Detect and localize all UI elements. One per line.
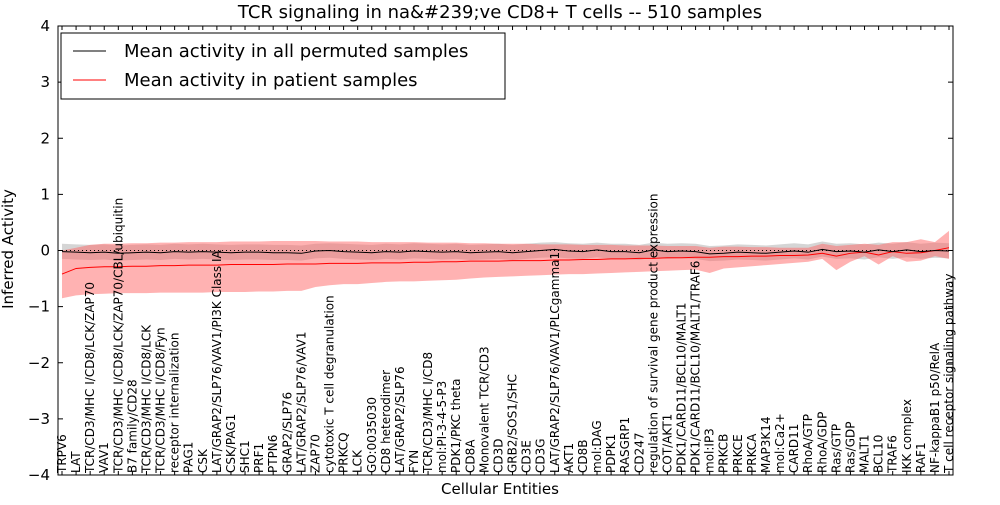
legend-label-patient: Mean activity in patient samples: [124, 70, 418, 91]
y-tick-label: 4: [40, 17, 50, 35]
x-category-label: PRF1: [252, 443, 266, 473]
x-category-label: Ras/GDP: [843, 422, 857, 474]
x-category-label: PRKCQ: [337, 432, 351, 473]
x-category-label: mol:IP3: [703, 428, 717, 473]
legend: Mean activity in all permuted samples Me…: [60, 32, 506, 100]
x-category-label: receptor internalization: [168, 333, 182, 473]
x-category-label: IKK complex: [900, 399, 914, 473]
x-category-label: MALT1: [858, 434, 872, 473]
x-category-label: TCR/CD3/MHC I/CD8: [421, 352, 435, 474]
x-category-label: RAF1: [914, 442, 928, 473]
x-category-label: NF-kappaB1 p50/RelA: [928, 342, 942, 473]
y-tick-label: −4: [28, 466, 50, 484]
x-category-label: TRPV6: [55, 434, 69, 474]
y-tick-label: 3: [40, 73, 50, 91]
x-category-label: GRAP2/SLP76: [280, 392, 294, 473]
x-category-label: T cell receptor signaling pathway: [942, 274, 956, 474]
x-category-label: SHC1: [238, 440, 252, 473]
x-category-label: CD3D: [491, 439, 505, 474]
x-category-label: RASGRP1: [618, 417, 632, 473]
x-category-label: VAV1: [97, 442, 111, 473]
y-tick-label: −3: [28, 410, 50, 428]
x-category-label: ZAP70: [308, 434, 322, 473]
x-category-label: PDK1/PKC theta: [449, 379, 463, 473]
x-category-label: FYN: [407, 450, 421, 473]
series-line-permuted: [61, 248, 950, 255]
x-category-label: regulation of survival gene product expr…: [646, 194, 660, 473]
x-category-label: CARD11: [787, 424, 801, 473]
x-category-label: CD8A: [463, 439, 477, 473]
x-category-label: CD247: [632, 432, 646, 473]
x-category-label: PRKCE: [731, 434, 745, 473]
x-category-label: LAT/GRAP2/SLP76/VAV1: [294, 332, 308, 473]
x-category-label: LAT: [69, 451, 83, 473]
x-category-label: TCR/CD3/MHC I/CD8/LCK/ZAP70: [83, 282, 97, 474]
x-category-label: LAT/GRAP2/SLP76/VAV1/PI3K Class IA: [210, 249, 224, 473]
x-category-label: CSK: [196, 448, 210, 473]
x-category-label: cytotoxic T cell degranulation: [323, 295, 337, 473]
x-category-label: CSK/PAG1: [224, 414, 238, 473]
chart-title: TCR signaling in na&#239;ve CD8+ T cells…: [237, 2, 762, 23]
x-category-label: PDK1/CARD11/BCL10/MALT1/TRAF6: [689, 261, 703, 473]
legend-box: [60, 32, 506, 100]
y-tick-label: −2: [28, 354, 50, 372]
y-tick-label: 1: [40, 185, 50, 203]
y-tick-label: 0: [40, 242, 50, 260]
x-category-label: PDK1/CARD11/BCL10/MALT1: [674, 303, 688, 473]
x-category-label: TCR/CD3/MHC I/CD8/LCK: [139, 324, 153, 474]
x-category-label: RhoA/GTP: [801, 414, 815, 473]
patient-band: [62, 230, 949, 299]
y-tick-label: −1: [28, 298, 50, 316]
x-category-label: B7 family/CD28: [125, 379, 139, 473]
series-line-patient: [61, 247, 950, 275]
x-category-label: PRKCA: [745, 433, 759, 473]
y-tick-label: 2: [40, 129, 50, 147]
x-category-label: RhoA/GDP: [815, 412, 829, 473]
y-axis-label: Inferred Activity: [0, 189, 17, 309]
x-category-label: CD8B: [576, 440, 590, 474]
x-category-label: CD3G: [534, 438, 548, 473]
x-category-label: MAP3K14: [759, 416, 773, 473]
x-axis-label: Cellular Entities: [441, 480, 559, 498]
x-category-label: mol:PI-3-4-5-P3: [435, 381, 449, 473]
x-category-label: BCL10: [872, 435, 886, 473]
x-category-label: Ras/GTP: [829, 424, 843, 473]
x-category-label: PRKCB: [717, 434, 731, 473]
x-category-label: PDPK1: [604, 434, 618, 473]
x-category-label: PTPN6: [266, 435, 280, 473]
x-category-label: GRB2/SOS1/SHC: [506, 374, 520, 473]
x-category-label: TCR/CD3/MHC I/CD8/LCK/ZAP70/CBL/ubiquiti…: [111, 198, 125, 474]
x-category-label: GO:0035030: [365, 397, 379, 473]
x-category-label: mol:DAG: [590, 420, 604, 473]
x-category-label: mol:Ca2+: [773, 413, 787, 473]
x-category-label: TCR/CD3/MHC I/CD8/Fyn: [154, 327, 168, 474]
x-category-label: CD8 heterodimer: [379, 370, 393, 473]
x-category-label: LAT/GRAP2/SLP76: [393, 366, 407, 473]
x-category-label: LAT/GRAP2/SLP76/VAV1/PLCgamma1: [548, 252, 562, 473]
legend-label-permuted: Mean activity in all permuted samples: [124, 41, 468, 62]
x-category-label: CD3E: [520, 440, 534, 473]
x-category-label: LCK: [351, 449, 365, 473]
x-category-label: PAG1: [182, 442, 196, 473]
x-category-label: TRAF6: [886, 435, 900, 474]
x-category-label: AKT1: [562, 443, 576, 473]
x-category-label: Monovalent TCR/CD3: [477, 346, 491, 473]
x-category-label: COT/AKT1: [660, 414, 674, 473]
